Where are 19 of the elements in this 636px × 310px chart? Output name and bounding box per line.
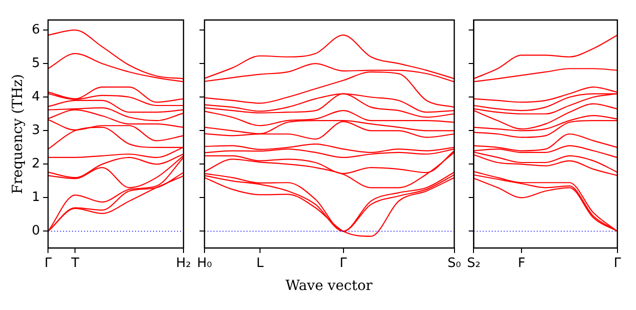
x-tick-label: Γ — [340, 256, 348, 272]
x-tick-label: Γ — [614, 256, 622, 272]
y-tick-label: 2 — [32, 156, 40, 172]
y-tick-label: 0 — [32, 224, 40, 239]
y-tick-label: 1 — [32, 190, 40, 206]
y-tick-label: 4 — [32, 89, 40, 104]
y-tick-label: 5 — [32, 56, 40, 71]
x-tick-label: L — [256, 256, 264, 272]
x-axis-title: Wave vector — [284, 278, 374, 294]
x-tick-label: S₀ — [448, 256, 462, 272]
x-tick-label: H₂ — [176, 256, 192, 272]
y-tick-label: 6 — [32, 22, 40, 38]
x-tick-label: S₂ — [466, 256, 480, 272]
y-axis-title: Frequency (THz) — [10, 74, 26, 194]
x-tick-label: H₀ — [196, 256, 212, 272]
x-tick-label: T — [70, 256, 80, 272]
x-tick-label: F — [518, 256, 526, 272]
y-tick-label: 3 — [32, 123, 40, 138]
x-tick-label: Γ — [44, 256, 52, 272]
